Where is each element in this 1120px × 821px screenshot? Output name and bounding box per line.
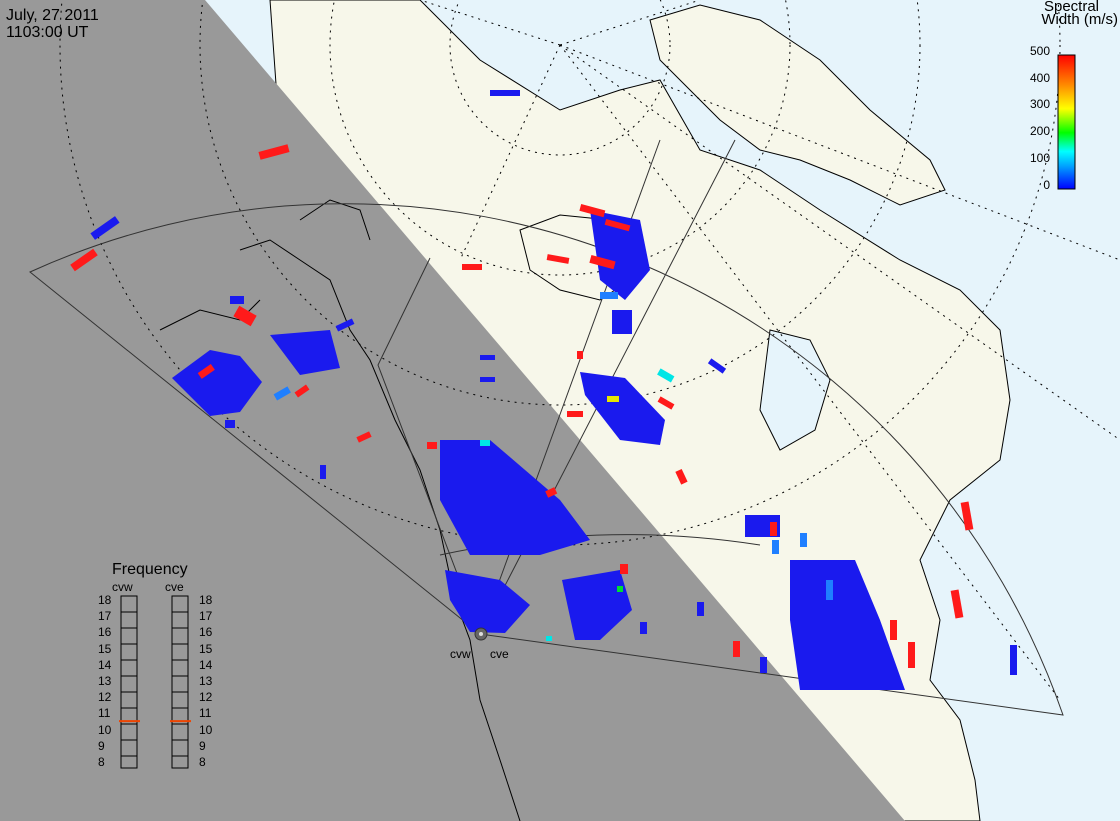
radar-sites [474, 627, 488, 641]
frequency-scale-label: 8 [199, 755, 206, 769]
date-label: July, 27 2011 [6, 7, 99, 24]
colorbar-tick: 100 [1029, 151, 1050, 165]
frequency-scale-label: 14 [98, 657, 112, 672]
frequency-scale-label: 10 [199, 722, 213, 737]
frequency-scale-label: 17 [98, 609, 112, 624]
colorbar-tick: 500 [1029, 44, 1050, 58]
colorbar-tick: 0 [1043, 178, 1050, 192]
frequency-scale-label: 16 [199, 625, 213, 640]
colorbar-tick: 400 [1029, 71, 1050, 85]
frequency-scale-label: 16 [98, 625, 112, 640]
frequency-scale-label: 11 [199, 706, 212, 721]
frequency-scale-label: 18 [98, 593, 112, 607]
frequency-columns [120, 595, 189, 769]
frequency-scale-label: 10 [98, 722, 112, 737]
colorbar [1057, 54, 1076, 190]
echoes-low-width [90, 90, 1017, 690]
frequency-scale-label: 13 [199, 674, 213, 688]
frequency-scale-label: 18 [199, 593, 213, 607]
frequency-scale-label: 12 [199, 690, 213, 705]
colorbar-title: Spectral [1043, 0, 1099, 15]
echoes-high-width [70, 144, 974, 668]
frequency-scale-label: 17 [199, 609, 213, 624]
frequency-scale-label: 13 [98, 674, 112, 688]
frequency-scale-label: 11 [98, 706, 111, 721]
colorbar-tick: 300 [1029, 97, 1050, 111]
colorbar-unit-title: Width (m/s) [1041, 11, 1118, 28]
site-label-cvw: cvw [450, 647, 471, 661]
site-label-cve: cve [490, 647, 509, 661]
night-shade [0, 0, 905, 821]
night-coastlines [159, 199, 521, 821]
frequency-scale-label: 9 [98, 738, 105, 753]
frequency-scale-label: 15 [98, 641, 112, 656]
frequency-scale-label: 8 [98, 755, 105, 769]
frequency-title: Frequency [112, 561, 188, 578]
echoes-mid-width [273, 292, 833, 641]
frequency-scale-label: 9 [199, 738, 206, 753]
frequency-radar-label: cve [165, 580, 184, 594]
colorbar-tick: 200 [1029, 124, 1050, 138]
frequency-scale-label: 15 [199, 641, 213, 656]
frequency-radar-label: cvw [112, 580, 133, 594]
frequency-scale-label: 12 [98, 690, 112, 705]
frequency-scale-label: 14 [199, 657, 213, 672]
time-label: 1103:00 UT [6, 24, 89, 41]
